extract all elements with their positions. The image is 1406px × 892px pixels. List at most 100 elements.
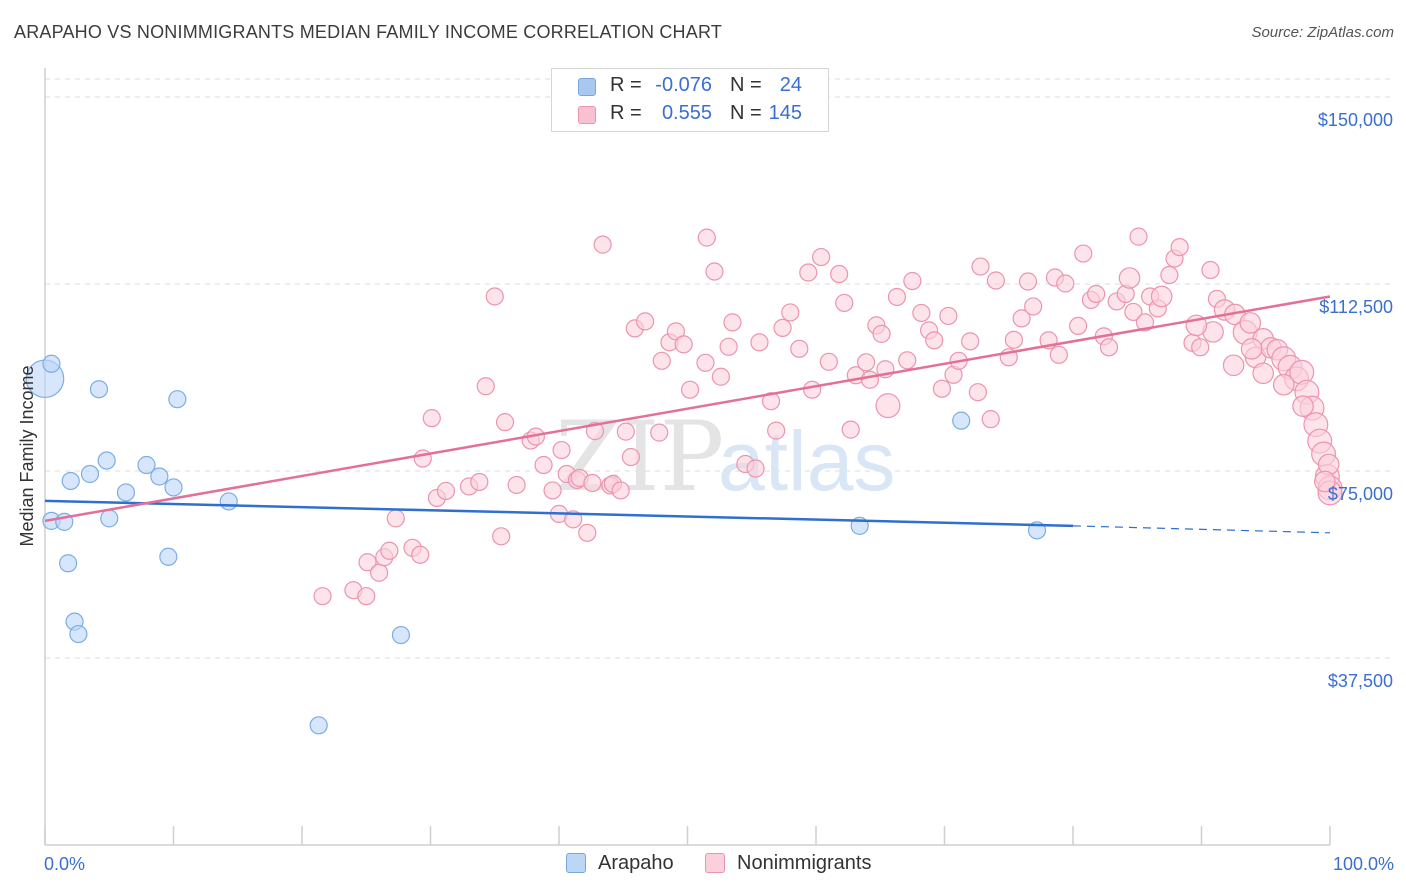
legend-r-value: -0.076 [655,74,712,96]
data-point-nonimmigrants [696,353,715,372]
data-point-nonimmigrants [875,393,901,419]
data-point-nonimmigrants [1170,237,1189,257]
data-point-nonimmigrants [635,312,655,331]
data-point-nonimmigrants [650,423,669,442]
watermark: ZIP atlas [555,401,895,513]
data-point-nonimmigrants [981,410,1000,429]
trendline-arapaho-extension [1072,525,1331,534]
legend-r-label: R = [610,102,642,124]
data-point-nonimmigrants [564,510,583,529]
data-point-arapaho [80,464,100,484]
data-point-nonimmigrants [773,318,792,337]
data-point-nonimmigrants [835,293,854,313]
data-point-nonimmigrants [422,409,441,428]
legend-n-value: 24 [779,74,802,96]
data-point-nonimmigrants [1150,285,1173,308]
trendline-arapaho [44,499,1074,528]
data-point-nonimmigrants [1222,354,1245,377]
data-point-arapaho [69,624,88,644]
data-point-nonimmigrants [1124,302,1143,322]
data-point-nonimmigrants [357,587,376,606]
data-point-arapaho [159,547,178,566]
x-tick-label-left: 0.0% [44,854,85,874]
legend-swatch-arapaho [578,78,596,96]
data-point-nonimmigrants [761,392,781,411]
data-point-nonimmigrants [1118,267,1141,289]
points-layer [25,227,1343,735]
data-point-nonimmigrants [812,247,831,267]
data-point-nonimmigrants [1004,330,1023,349]
y-tick-label: $150,000 [1318,110,1393,130]
data-point-nonimmigrants [1069,316,1088,335]
data-point-nonimmigrants [616,422,635,441]
data-point-nonimmigrants [912,303,931,323]
data-point-nonimmigrants [583,473,602,493]
legend-swatch-nonimmigrants [578,106,596,124]
data-point-nonimmigrants [887,287,907,307]
data-point-nonimmigrants [971,257,990,276]
data-point-nonimmigrants [767,421,786,440]
data-point-arapaho [137,455,156,475]
data-point-nonimmigrants [1024,297,1043,316]
data-point-nonimmigrants [860,370,880,389]
data-point-nonimmigrants [380,541,399,560]
x-tick-label-right: 100.0% [1333,854,1394,874]
trend-layer [44,295,1331,534]
data-point-nonimmigrants [470,472,489,492]
data-point-nonimmigrants [534,455,553,475]
data-point-nonimmigrants [593,235,612,254]
data-point-nonimmigrants [1160,265,1179,285]
label-layer: $37,500 $75,000 $112,500 $150,000 0.0% 100.0%… [17,110,1394,874]
data-point-nonimmigrants [1292,395,1314,417]
data-point-nonimmigrants [652,351,671,370]
data-point-arapaho [97,451,116,470]
data-point-nonimmigrants [1074,244,1093,263]
data-point-nonimmigrants [746,459,765,478]
series-nonimmigrants [313,227,1343,606]
legend-n-value: 145 [768,102,802,124]
data-point-nonimmigrants [386,509,405,528]
data-point-nonimmigrants [857,353,876,372]
data-point-nonimmigrants [543,481,562,500]
data-point-nonimmigrants [611,481,630,500]
data-point-arapaho [61,471,80,491]
data-point-nonimmigrants [903,271,922,291]
data-point-nonimmigrants [986,271,1006,290]
data-point-nonimmigrants [1314,470,1336,493]
legend-n-label: N = [730,102,762,124]
chart-title: ARAPAHO VS NONIMMIGRANTS MEDIAN FAMILY I… [14,22,723,42]
source-label: Source: ZipAtlas.com [1251,24,1394,41]
data-point-nonimmigrants [750,333,769,352]
y-tick-label: $75,000 [1328,484,1393,504]
data-point-nonimmigrants [898,351,917,370]
data-point-nonimmigrants [492,527,511,546]
data-point-nonimmigrants [968,383,988,402]
axis-layer [44,68,1331,846]
data-point-nonimmigrants [781,303,800,322]
bottom-legend-label-nonimmigrants: Nonimmigrants [737,852,872,874]
correlation-legend: R = -0.076 N = 24 R = 0.555 N = 145 [551,68,829,132]
data-point-nonimmigrants [1272,373,1295,396]
data-point-nonimmigrants [674,335,693,354]
data-point-nonimmigrants [1012,309,1031,328]
data-point-nonimmigrants [1240,338,1263,360]
data-point-nonimmigrants [1056,274,1075,293]
data-point-arapaho [219,492,238,511]
data-point-nonimmigrants [1191,338,1210,357]
data-point-nonimmigrants [932,379,952,398]
data-point-nonimmigrants [830,264,849,284]
data-point-nonimmigrants [1252,362,1274,385]
data-point-nonimmigrants [552,440,571,460]
data-point-arapaho [89,380,109,399]
data-point-nonimmigrants [313,587,332,606]
data-point-nonimmigrants [723,313,742,332]
bottom-legend-label-arapaho: Arapaho [598,852,674,874]
bottom-legend-swatch-nonimmigrants [705,853,725,873]
y-tick-label: $112,500 [1319,297,1393,317]
data-point-arapaho [391,625,411,645]
data-point-nonimmigrants [790,339,809,358]
data-point-nonimmigrants [578,523,597,542]
data-point-arapaho [42,354,61,373]
data-point-nonimmigrants [819,352,838,371]
data-point-nonimmigrants [585,422,605,441]
